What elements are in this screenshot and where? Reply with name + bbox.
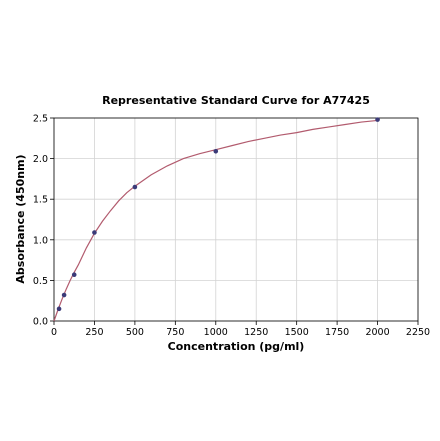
data-point [92, 230, 97, 235]
y-tick-label: 1.0 [33, 235, 48, 246]
tick-labels-layer: 0 250 500 750 1000 1250 1500 1750 2000 2250 0.0 0.5… [33, 114, 430, 339]
points-layer [56, 117, 380, 312]
y-axis-label: Absorbance (450nm) [14, 154, 27, 283]
x-tick-label: 750 [166, 327, 184, 338]
chart-title: Representative Standard Curve for A77425 [102, 94, 370, 107]
x-tick-label: 2000 [365, 327, 389, 338]
data-point [213, 148, 219, 154]
x-tick-label: 1500 [285, 327, 309, 338]
x-tick-label: 1750 [325, 327, 349, 338]
x-tick-label: 0 [51, 327, 57, 338]
x-tick-label: 1000 [204, 327, 228, 338]
ticks-layer [50, 117, 419, 325]
x-tick-label: 250 [85, 327, 103, 338]
y-tick-label: 0.0 [33, 317, 48, 328]
y-tick-label: 2.5 [33, 114, 48, 125]
grid-layer [53, 117, 419, 322]
y-tick-label: 1.5 [33, 195, 48, 206]
x-tick-label: 1250 [244, 327, 268, 338]
data-point [61, 292, 67, 298]
data-point [132, 184, 138, 190]
x-tick-label: 2250 [406, 327, 430, 338]
data-point [375, 117, 380, 122]
data-point [56, 306, 62, 312]
data-point [71, 272, 77, 278]
y-tick-label: 0.5 [33, 276, 48, 287]
x-tick-label: 500 [126, 327, 144, 338]
plot-frame [53, 117, 419, 322]
x-axis-label: Concentration (pg/ml) [168, 340, 305, 353]
y-tick-label: 2.0 [33, 154, 48, 165]
